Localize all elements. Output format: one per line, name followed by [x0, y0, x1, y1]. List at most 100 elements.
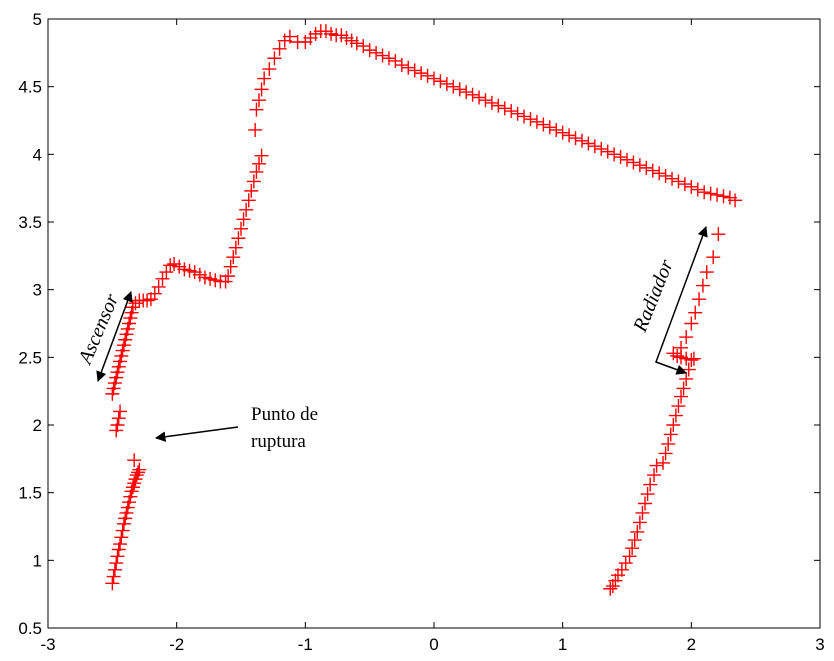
data-point [236, 212, 251, 227]
data-point [640, 487, 655, 502]
data-point [414, 66, 429, 81]
data-point [427, 71, 441, 86]
data-point [244, 183, 259, 198]
y-axis: 0.5 1 1.5 2 2.5 3 3.5 4 4.5 5 [18, 10, 820, 638]
data-point [663, 427, 678, 442]
data-point [607, 147, 622, 162]
x-tick-label: 0 [429, 635, 438, 654]
data-point [517, 109, 532, 124]
data-point [129, 468, 144, 483]
data-point [703, 186, 718, 201]
data-point [677, 177, 692, 192]
data-point [652, 166, 667, 181]
data-point [710, 187, 725, 202]
data-point [123, 489, 138, 504]
data-point [679, 371, 694, 386]
data-point [643, 477, 658, 492]
data-point [120, 500, 135, 515]
data-point [388, 53, 403, 68]
x-tick-label: -2 [169, 635, 184, 654]
data-point [697, 185, 712, 200]
data-point [221, 269, 236, 284]
data-point [472, 90, 487, 105]
data-point [587, 139, 602, 154]
data-point [529, 114, 544, 129]
data-point [407, 63, 422, 78]
ascensor-label: Ascensor [74, 291, 124, 369]
annotation-radiador: Radiador [629, 226, 708, 375]
data-point [116, 516, 131, 531]
y-tick-label: 5 [33, 10, 42, 29]
data-point [125, 480, 140, 495]
data-point [459, 85, 474, 100]
data-point [491, 98, 506, 113]
data-point [716, 189, 731, 204]
data-point [497, 101, 512, 116]
data-point [668, 408, 683, 423]
data-point [620, 152, 634, 167]
data-point [110, 418, 125, 432]
data-point [105, 576, 120, 591]
data-point [666, 418, 681, 432]
data-point [381, 51, 396, 66]
data-point [639, 160, 654, 175]
data-point [699, 265, 714, 280]
y-tick-label: 1 [33, 551, 42, 570]
data-point [128, 296, 143, 311]
data-point [254, 82, 269, 97]
data-point [394, 58, 409, 73]
y-tick-label: 3 [33, 281, 42, 300]
data-point [706, 250, 721, 265]
data-point [248, 122, 263, 137]
data-point [478, 93, 493, 108]
data-point [246, 174, 261, 189]
data-point [622, 549, 637, 564]
data-point [555, 125, 570, 140]
data-point [635, 505, 650, 520]
data-point [433, 74, 448, 89]
data-point [446, 79, 461, 94]
data-point [282, 29, 297, 44]
x-tick-label: -3 [40, 635, 55, 654]
data-point [119, 505, 134, 520]
data-point [118, 511, 133, 526]
data-point [542, 120, 557, 135]
data-point [614, 562, 629, 577]
data-point [613, 150, 628, 165]
data-point [151, 279, 166, 294]
data-point [106, 569, 121, 584]
data-point [257, 71, 272, 86]
data-point [649, 458, 664, 473]
data-point [272, 41, 287, 56]
data-point [523, 112, 538, 127]
data-point [262, 62, 277, 77]
data-point [608, 573, 623, 588]
data-point [249, 102, 264, 117]
y-tick-label: 2 [33, 416, 42, 435]
data-point [131, 465, 146, 480]
data-point [113, 404, 128, 419]
data-point [115, 523, 130, 538]
data-point [228, 240, 243, 255]
data-point [439, 76, 454, 91]
data-point [618, 556, 633, 571]
data-point [676, 381, 691, 396]
data-point [375, 48, 390, 63]
data-point [249, 164, 264, 179]
ascensor-double-arrow [96, 291, 133, 382]
data-point [127, 453, 142, 468]
data-point [647, 468, 662, 483]
data-point [684, 316, 699, 331]
ruptura-label-line1: Punto de [251, 404, 318, 425]
x-tick-label: 2 [687, 635, 696, 654]
data-point [239, 202, 254, 217]
y-tick-label: 4.5 [18, 78, 42, 97]
data-point [671, 399, 686, 414]
data-point [252, 93, 267, 108]
data-point [688, 305, 703, 320]
data-point [684, 179, 699, 194]
data-points [105, 24, 743, 596]
y-tick-label: 4 [33, 145, 42, 164]
data-point [603, 581, 618, 596]
